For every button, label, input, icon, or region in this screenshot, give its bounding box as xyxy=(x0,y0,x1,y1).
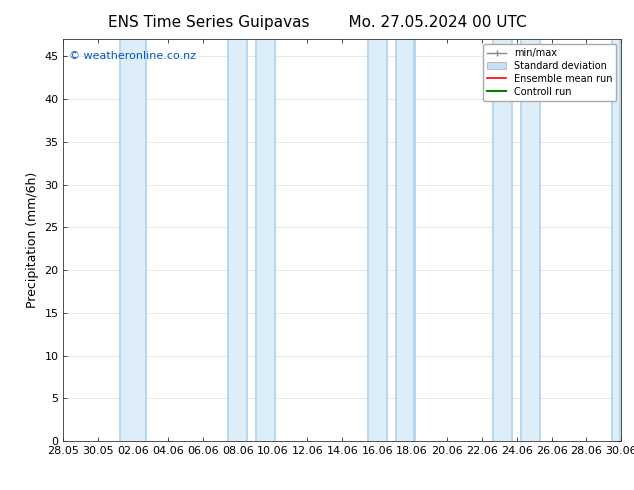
Bar xyxy=(619,39,621,441)
Bar xyxy=(227,39,230,441)
Text: © weatheronline.co.nz: © weatheronline.co.nz xyxy=(69,51,196,61)
Bar xyxy=(493,39,495,441)
Bar xyxy=(274,39,276,441)
Bar xyxy=(119,39,121,441)
Bar xyxy=(394,39,415,441)
Bar xyxy=(366,39,388,441)
Bar xyxy=(246,39,248,441)
Bar xyxy=(145,39,147,441)
Bar xyxy=(611,39,613,441)
Bar xyxy=(227,39,248,441)
Bar xyxy=(520,39,541,441)
Bar xyxy=(394,39,397,441)
Legend: min/max, Standard deviation, Ensemble mean run, Controll run: min/max, Standard deviation, Ensemble me… xyxy=(483,44,616,100)
Bar xyxy=(611,39,621,441)
Bar xyxy=(520,39,522,441)
Bar xyxy=(493,39,514,441)
Y-axis label: Precipitation (mm/6h): Precipitation (mm/6h) xyxy=(26,172,39,308)
Bar xyxy=(511,39,514,441)
Text: ENS Time Series Guipavas        Mo. 27.05.2024 00 UTC: ENS Time Series Guipavas Mo. 27.05.2024 … xyxy=(108,15,526,30)
Bar xyxy=(255,39,276,441)
Bar xyxy=(385,39,387,441)
Bar xyxy=(119,39,147,441)
Bar xyxy=(255,39,257,441)
Bar xyxy=(366,39,369,441)
Bar xyxy=(539,39,541,441)
Bar xyxy=(413,39,415,441)
